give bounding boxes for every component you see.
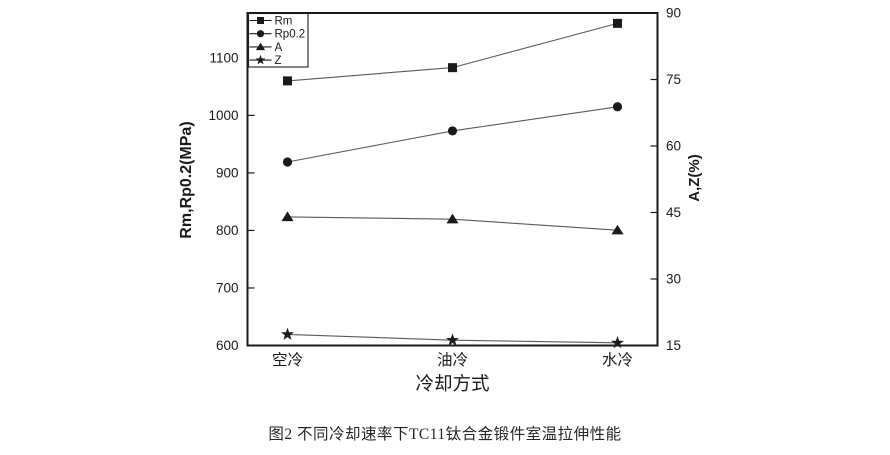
star-marker-icon xyxy=(611,336,624,349)
left-axis-tick-label: 800 xyxy=(216,223,239,238)
left-axis-tick-label: 1000 xyxy=(208,108,238,123)
figure-caption: 图2 不同冷却速率下TC11钛合金锻件室温拉伸性能 xyxy=(268,426,622,443)
square-marker-icon xyxy=(448,63,457,73)
square-marker-icon xyxy=(256,16,265,25)
x-axis-tick-label: 油冷 xyxy=(437,351,468,369)
square-marker-icon xyxy=(613,18,622,28)
legend-label-Rm: Rm xyxy=(275,16,293,28)
triangle-marker-icon xyxy=(281,211,294,222)
star-marker-icon xyxy=(281,327,294,340)
right-axis-title: A,Z(%) xyxy=(686,154,703,202)
circle-marker-icon xyxy=(612,102,623,112)
right-axis-tick-label: 30 xyxy=(666,272,681,287)
right-axis-tick-label: 45 xyxy=(666,205,681,220)
x-axis-tick-label: 空冷 xyxy=(272,351,303,369)
series-line-Rm xyxy=(287,22,618,82)
triangle-marker-icon xyxy=(611,224,624,235)
left-axis-tick-label: 700 xyxy=(216,280,239,295)
legend-label-Rp0.2: Rp0.2 xyxy=(275,29,306,41)
x-axis-tick-label: 水冷 xyxy=(602,351,633,369)
circle-marker-icon xyxy=(447,126,458,136)
left-axis-tick-label: 600 xyxy=(216,338,239,353)
square-marker-icon xyxy=(283,76,292,86)
circle-marker-icon xyxy=(256,30,265,38)
star-marker-icon xyxy=(446,333,459,346)
star-marker-icon xyxy=(255,54,266,65)
triangle-marker-icon xyxy=(255,42,266,51)
x-axis-title: 冷却方式 xyxy=(415,373,489,394)
legend-label-A: A xyxy=(275,42,283,54)
circle-marker-icon xyxy=(282,157,293,167)
left-axis-tick-label: 1100 xyxy=(209,50,238,65)
plot-frame xyxy=(246,12,659,347)
legend-label-Z: Z xyxy=(275,55,282,67)
tensile-properties-line-chart: 60070080090010001100153045607590RmRp0.2A… xyxy=(178,6,703,395)
right-axis-tick-label: 60 xyxy=(666,139,681,154)
triangle-marker-icon xyxy=(446,213,459,224)
left-axis-tick-label: 900 xyxy=(216,165,239,180)
right-axis-tick-label: 90 xyxy=(666,6,681,21)
right-axis-tick-label: 15 xyxy=(666,338,681,353)
left-axis-title: Rm,Rp0.2(MPa) xyxy=(178,121,195,238)
right-axis-tick-label: 75 xyxy=(666,72,681,87)
